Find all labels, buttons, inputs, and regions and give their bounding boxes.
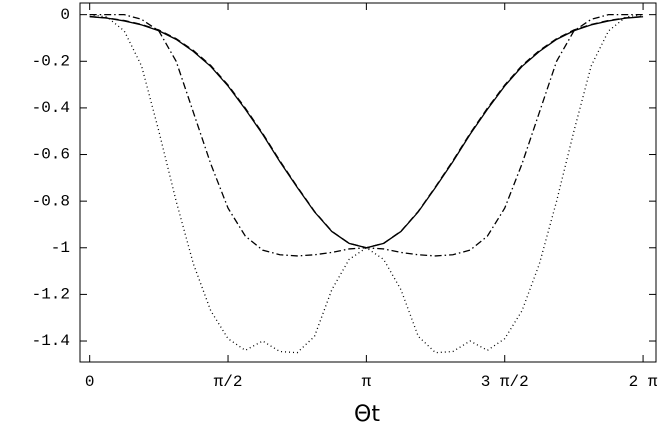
y-tick-label: 0 <box>60 6 70 24</box>
line-series <box>89 16 644 249</box>
y-tick-label: -0.6 <box>32 146 70 164</box>
y-tick-label: -1.4 <box>32 332 70 350</box>
line-series <box>89 14 644 354</box>
x-tick-label: 2 π <box>629 373 658 391</box>
line-series <box>89 15 644 249</box>
x-tick-label: 3 π/2 <box>481 373 529 391</box>
y-tick-label: -1 <box>51 239 70 257</box>
plot-frame <box>79 2 657 363</box>
y-tick-label: -0.8 <box>32 192 70 210</box>
y-tick-label: -0.2 <box>32 52 70 70</box>
x-axis-label: Θt <box>354 402 380 427</box>
x-tick-label: π <box>362 373 372 391</box>
y-tick-label: -1.2 <box>32 286 70 304</box>
x-tick-label: 0 <box>85 373 95 391</box>
line-series <box>89 14 644 257</box>
y-tick-label: -0.4 <box>32 99 70 117</box>
x-tick-label: π/2 <box>214 373 243 391</box>
